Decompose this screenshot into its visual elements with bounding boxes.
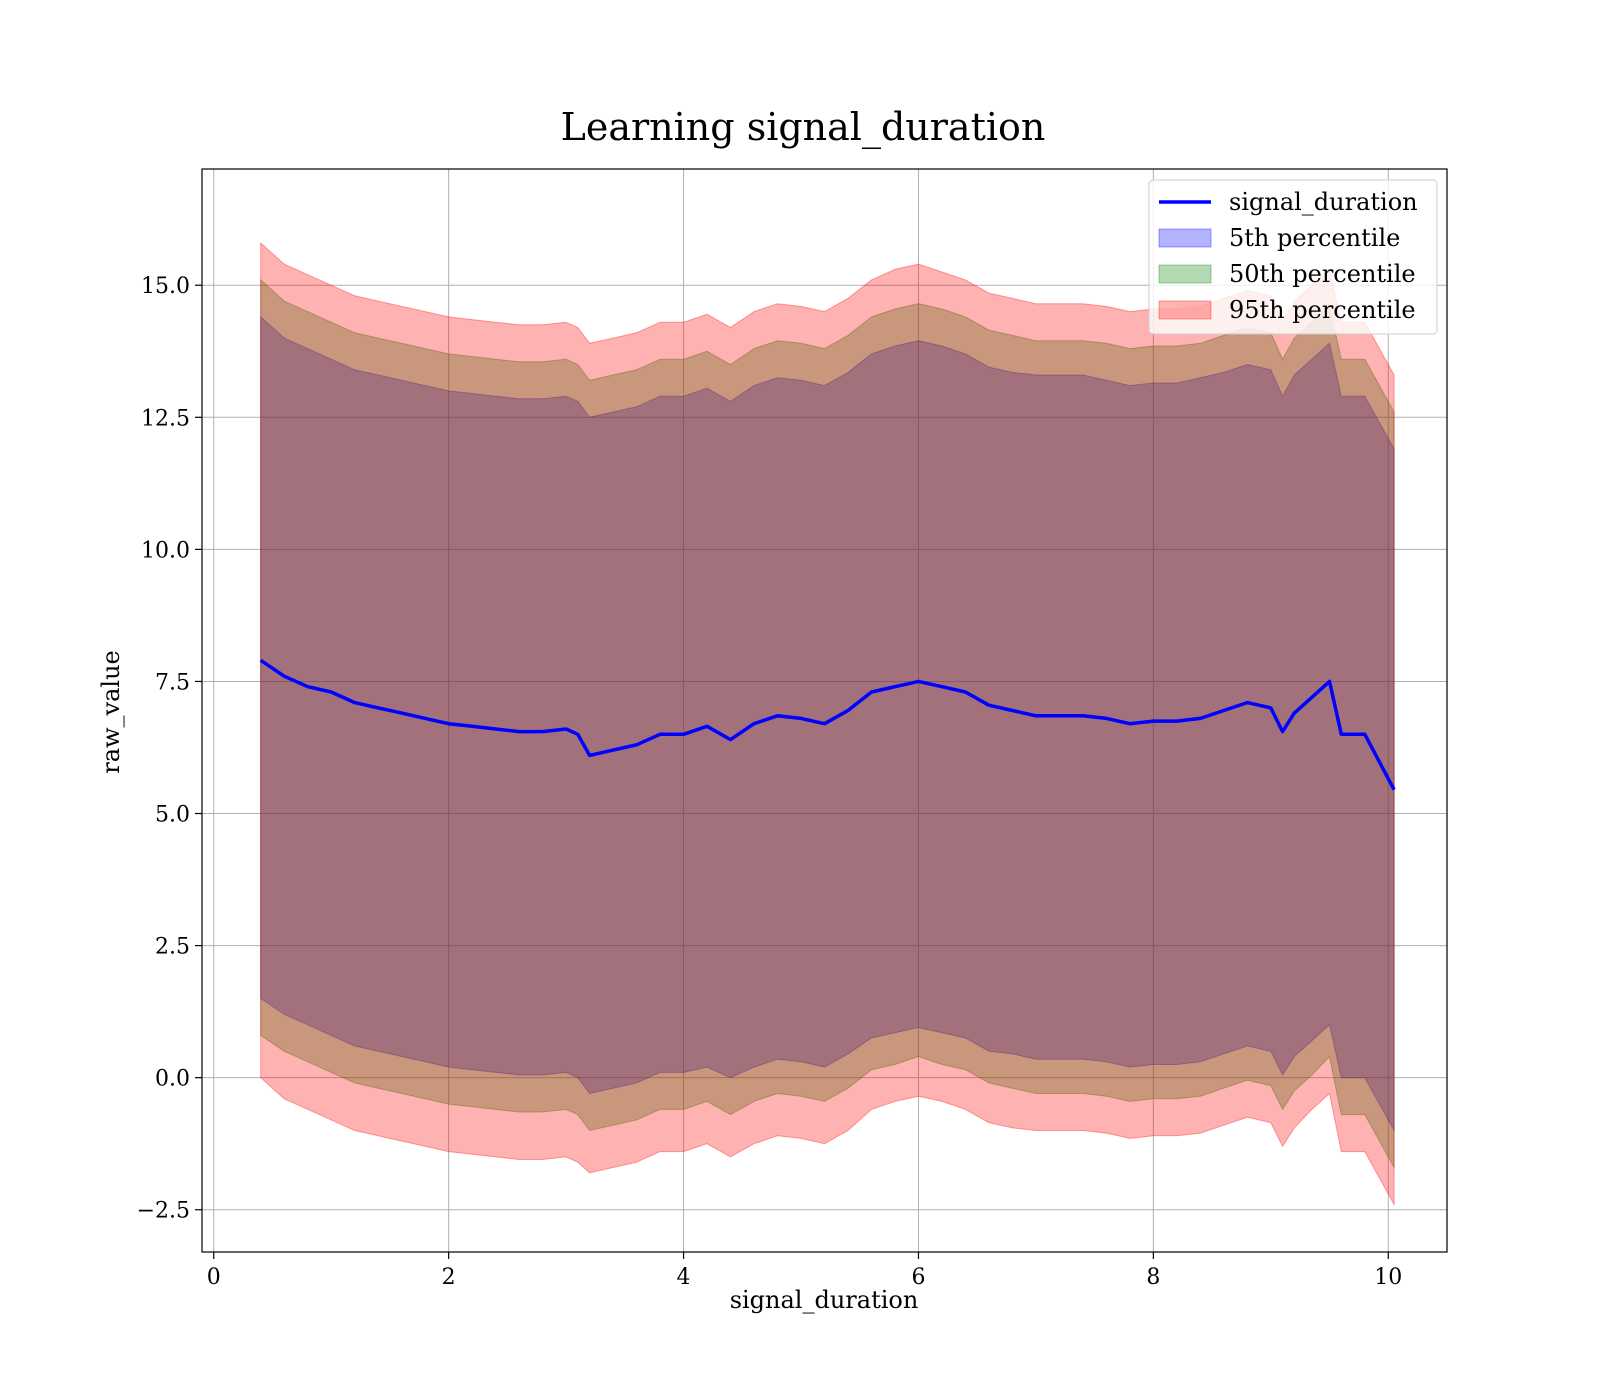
y-tick-label: 10.0 (141, 538, 190, 563)
legend-swatch (1158, 264, 1212, 284)
y-tick-label: 15.0 (141, 274, 190, 299)
series-line-signal_duration (259, 658, 1396, 791)
plot-frame (201, 168, 1448, 1253)
x-axis-label: signal_duration (730, 1286, 919, 1314)
x-tick-label: 10 (1374, 1265, 1402, 1290)
x-axis-ticks: 0 2 4 6 8 10 (207, 1252, 1402, 1290)
x-tick-label: 2 (442, 1265, 456, 1290)
legend: signal_duration 5th percentile 50th percen… (1148, 179, 1438, 335)
legend-label: 95th percentile (1229, 296, 1416, 324)
y-tick-label: 5.0 (155, 803, 190, 828)
grid (202, 169, 1447, 1252)
chart-title: Learning signal_duration (561, 105, 1046, 150)
x-tick-label: 4 (677, 1265, 691, 1290)
y-tick-label: 7.5 (155, 670, 190, 695)
x-tick-label: 0 (207, 1265, 221, 1290)
legend-box (1148, 179, 1438, 335)
x-tick-label: 8 (1146, 1265, 1160, 1290)
legend-label: signal_duration (1229, 188, 1418, 216)
y-tick-label: −2.5 (137, 1199, 190, 1224)
series-lines (259, 658, 1396, 791)
y-axis-ticks: −2.5 0.0 2.5 5.0 7.5 10.0 12.5 15.0 (137, 274, 202, 1224)
y-axis-label: raw_value (97, 650, 125, 774)
legend-swatch (1158, 300, 1212, 320)
percentile-bands (260, 241, 1395, 1207)
y-tick-label: 0.0 (155, 1067, 190, 1092)
legend-swatch (1158, 228, 1212, 248)
legend-label: 5th percentile (1229, 224, 1400, 252)
legend-label: 50th percentile (1229, 260, 1416, 288)
y-tick-label: 2.5 (155, 935, 190, 960)
x-tick-label: 6 (911, 1265, 925, 1290)
y-tick-label: 12.5 (141, 406, 190, 431)
